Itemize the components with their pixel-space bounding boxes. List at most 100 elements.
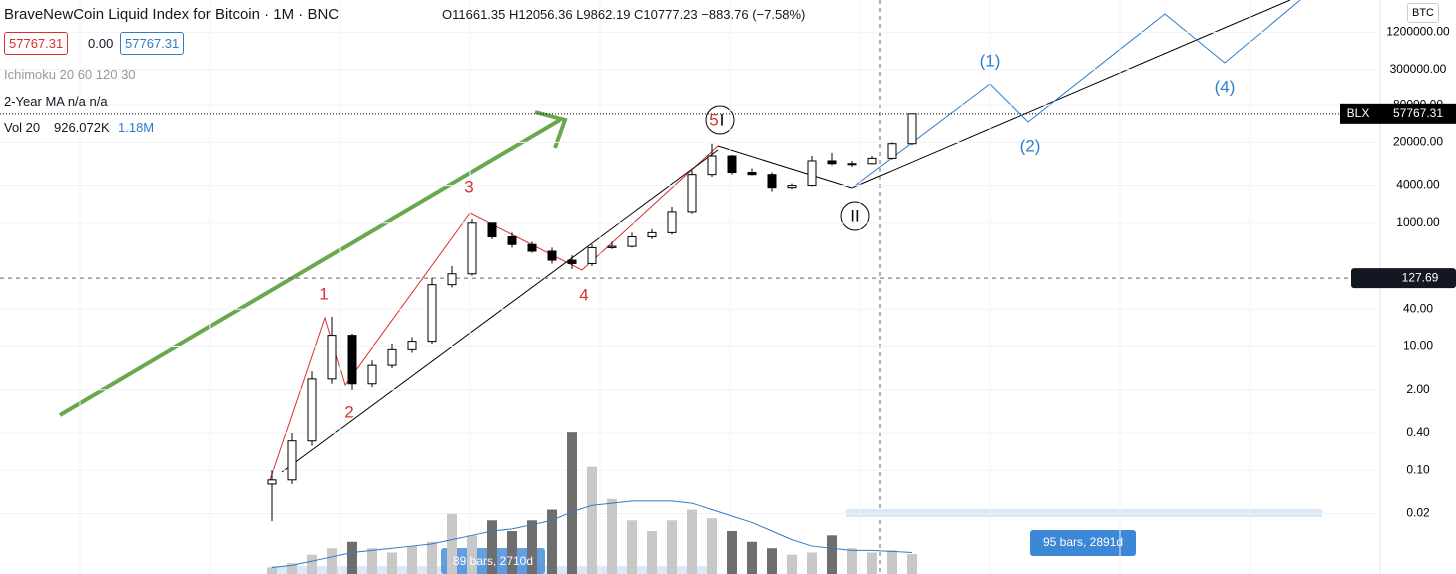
wave-black bbox=[717, 145, 853, 189]
wave-label: II bbox=[850, 206, 859, 225]
y-tick-label: 20000.00 bbox=[1393, 135, 1443, 149]
sell-button[interactable]: 57767.31 bbox=[4, 32, 69, 55]
candle-body bbox=[787, 185, 797, 189]
circle bbox=[705, 105, 735, 135]
volume-bar bbox=[767, 548, 777, 574]
candle-body bbox=[907, 113, 917, 145]
volume-bar bbox=[367, 548, 377, 574]
candle-body bbox=[847, 163, 857, 166]
wave-red bbox=[269, 145, 719, 481]
wave-label: 2 bbox=[344, 402, 353, 421]
wave-blue bbox=[851, 0, 1301, 189]
volume-bar bbox=[887, 550, 897, 574]
volume-bar bbox=[827, 535, 837, 574]
volume-ma-value: 1.18M bbox=[118, 120, 155, 135]
candle-body bbox=[887, 143, 897, 159]
y-tick-label: 1200000.00 bbox=[1386, 25, 1450, 39]
volume-bar bbox=[527, 520, 537, 574]
volume-bar bbox=[387, 552, 397, 574]
volume-bar bbox=[587, 466, 597, 574]
volume-bar bbox=[907, 554, 917, 574]
indicator: Ichimoku 20 60 120 30 bbox=[4, 67, 136, 82]
candle-body bbox=[607, 245, 617, 248]
candle-body bbox=[567, 259, 577, 264]
candle-body bbox=[547, 250, 557, 261]
candle-body bbox=[307, 378, 317, 442]
currency[interactable]: BTC bbox=[1407, 3, 1439, 23]
wave-label: 3 bbox=[464, 177, 473, 196]
volume-bar bbox=[427, 541, 437, 574]
volume-bar bbox=[467, 535, 477, 574]
price-label: 57767.31 bbox=[1393, 106, 1443, 120]
trend-line bbox=[281, 149, 719, 473]
buy-button[interactable]: 57767.31 bbox=[120, 32, 185, 55]
candle-body bbox=[747, 172, 757, 176]
volume-bar bbox=[347, 541, 357, 574]
candle-body bbox=[507, 236, 517, 245]
y-tick-label: 10.00 bbox=[1403, 339, 1433, 353]
symbol-label: BLX bbox=[1347, 106, 1370, 120]
indicator: Vol 20 bbox=[4, 120, 41, 135]
wave-label: 5 bbox=[709, 110, 718, 129]
candle-body bbox=[527, 243, 537, 252]
wave-label: 4 bbox=[579, 285, 588, 304]
volume-bar bbox=[607, 498, 617, 574]
volume-bar bbox=[867, 552, 877, 574]
candle-body bbox=[647, 231, 657, 238]
circle bbox=[840, 201, 870, 231]
candle-body bbox=[327, 335, 337, 380]
volume-bar bbox=[267, 567, 277, 574]
y-tick-label: 1000.00 bbox=[1396, 215, 1440, 229]
candle-body bbox=[447, 273, 457, 286]
volume-bar bbox=[667, 520, 677, 574]
y-tick-label: 4000.00 bbox=[1396, 178, 1440, 192]
candle-body bbox=[347, 335, 357, 385]
candle-body bbox=[467, 222, 477, 275]
y-tick-label: 300000.00 bbox=[1390, 62, 1447, 76]
wave-label: I bbox=[720, 110, 725, 129]
candle-body bbox=[667, 211, 677, 233]
candle-body bbox=[867, 157, 877, 165]
volume-bar bbox=[787, 554, 797, 574]
title: BraveNewCoin Liquid Index for Bitcoin · … bbox=[4, 6, 340, 23]
candle-body bbox=[427, 284, 437, 343]
volume-bar bbox=[807, 552, 817, 574]
range-label-bg bbox=[1030, 530, 1136, 556]
candle-body bbox=[387, 348, 397, 366]
volume-bar bbox=[307, 554, 317, 574]
volume-bar bbox=[447, 513, 457, 574]
candle-body bbox=[627, 236, 637, 247]
wave-label: (1) bbox=[980, 51, 1001, 70]
ohlc: O11661.35 H12056.36 L9862.19 C10777.23 −… bbox=[442, 7, 806, 22]
wave-label: (4) bbox=[1215, 77, 1236, 96]
indicator: 2-Year MA n/a n/a bbox=[4, 94, 108, 109]
volume-bar bbox=[687, 509, 697, 574]
volume-bar bbox=[747, 541, 757, 574]
volume-bar bbox=[407, 546, 417, 574]
candle-body bbox=[487, 222, 497, 238]
volume-bar bbox=[327, 548, 337, 574]
y-tick-label: 40.00 bbox=[1403, 301, 1433, 315]
volume-bar bbox=[547, 509, 557, 574]
candle-body bbox=[807, 160, 817, 187]
trend-arrow bbox=[58, 118, 562, 417]
range-label: 89 bars, 2710d bbox=[453, 554, 533, 568]
volume-ma bbox=[271, 500, 913, 569]
candle-body bbox=[587, 246, 597, 264]
y-tick-label: 0.02 bbox=[1406, 506, 1430, 520]
wave-label: 1 bbox=[319, 284, 328, 303]
arrow-head bbox=[534, 110, 568, 149]
volume-bar bbox=[507, 531, 517, 574]
y-tick-label: 0.10 bbox=[1406, 462, 1430, 476]
trend-line-2 bbox=[851, 0, 1291, 189]
volume-bar bbox=[287, 563, 297, 574]
volume-bar bbox=[627, 520, 637, 574]
volume-value: 926.072K bbox=[54, 120, 110, 135]
candle-body bbox=[727, 155, 737, 174]
spread: 0.00 bbox=[88, 36, 114, 51]
volume-bar bbox=[727, 531, 737, 574]
volume-bar bbox=[487, 520, 497, 574]
range-label: 95 bars, 2891d bbox=[1043, 535, 1123, 549]
y-tick-label: 2.00 bbox=[1406, 382, 1430, 396]
